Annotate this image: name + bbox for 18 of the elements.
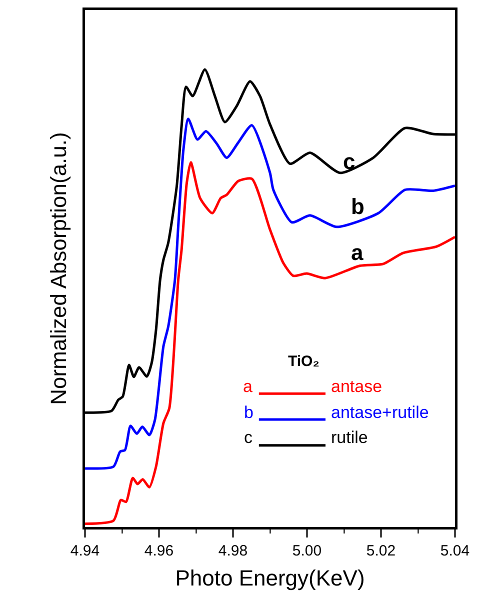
annotation: a — [351, 240, 364, 265]
annotation: c — [343, 149, 356, 174]
legend-title: TiO₂ — [288, 353, 320, 370]
x-tick-label: 4.98 — [218, 542, 248, 560]
text: c — [244, 428, 252, 447]
legend-label: rutile — [331, 428, 368, 447]
x-tick-label: 5.02 — [366, 542, 396, 560]
annotation: b — [351, 194, 364, 219]
x-tick-label: 4.94 — [70, 542, 100, 560]
legend-label: antase+rutile — [331, 403, 429, 422]
legend-label: antase — [331, 377, 382, 396]
x-tick-label: 4.96 — [144, 542, 174, 560]
text: b — [244, 403, 254, 422]
y-axis-title: Normalized Absorption(a.u.) — [46, 132, 72, 405]
text: a — [243, 377, 252, 396]
x-tick-label: 5.04 — [440, 542, 470, 560]
x-axis-title: Photo Energy(KeV) — [175, 566, 365, 591]
x-tick-label: 5.00 — [292, 542, 322, 560]
